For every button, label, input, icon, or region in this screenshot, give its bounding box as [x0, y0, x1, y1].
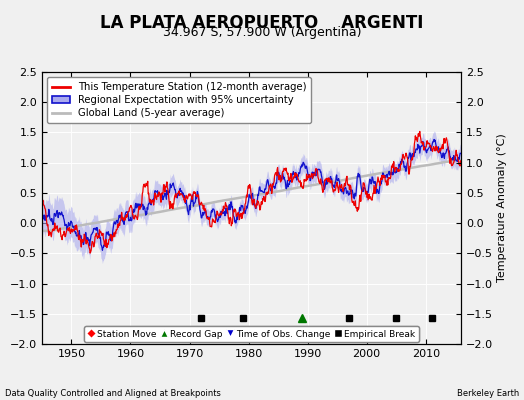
- Legend: Station Move, Record Gap, Time of Obs. Change, Empirical Break: Station Move, Record Gap, Time of Obs. C…: [84, 326, 419, 342]
- Text: Berkeley Earth: Berkeley Earth: [456, 389, 519, 398]
- Text: LA PLATA AEROPUERTO    ARGENTI: LA PLATA AEROPUERTO ARGENTI: [100, 14, 424, 32]
- Text: 34.967 S, 57.900 W (Argentina): 34.967 S, 57.900 W (Argentina): [163, 26, 361, 39]
- Text: Data Quality Controlled and Aligned at Breakpoints: Data Quality Controlled and Aligned at B…: [5, 389, 221, 398]
- Y-axis label: Temperature Anomaly (°C): Temperature Anomaly (°C): [497, 134, 507, 282]
